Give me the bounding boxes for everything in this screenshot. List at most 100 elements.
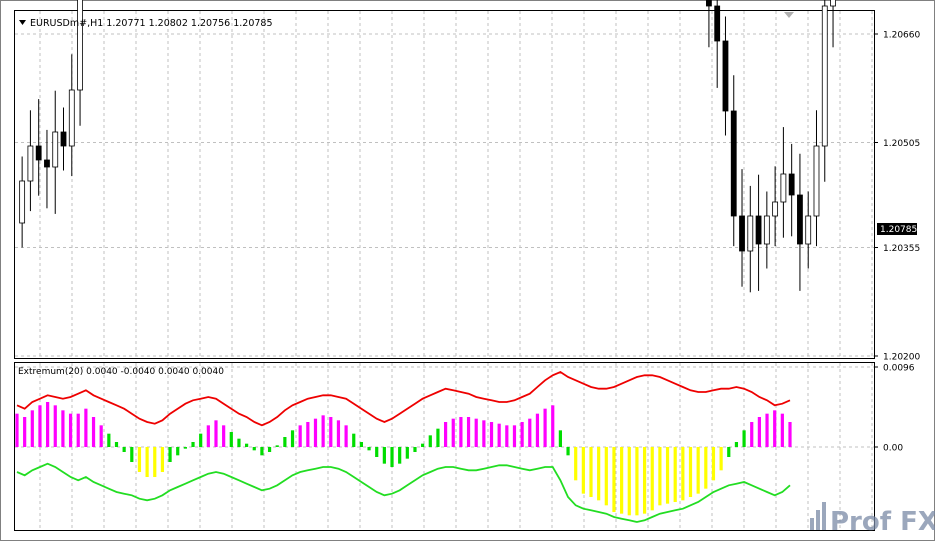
candle-body <box>706 0 712 7</box>
histogram-bar <box>275 445 279 447</box>
histogram-bar <box>620 447 624 514</box>
histogram-bar <box>267 447 272 452</box>
histogram-bar <box>206 425 210 447</box>
candle-body <box>830 0 836 7</box>
candle-body <box>788 173 795 196</box>
chart-shift-icon[interactable] <box>784 12 794 18</box>
histogram-bar <box>344 425 348 447</box>
histogram-bar <box>375 447 379 457</box>
histogram-bar <box>107 433 111 447</box>
histogram-bar <box>313 418 318 447</box>
histogram-bar <box>61 410 65 447</box>
chart-menu-icon[interactable] <box>19 20 26 25</box>
histogram-bar <box>53 405 57 447</box>
histogram-bar <box>719 447 723 471</box>
histogram-bar <box>535 413 540 447</box>
histogram-bar <box>367 447 371 451</box>
histogram-bar <box>436 428 440 447</box>
indicator-axis: 0.0096 0.00 <box>874 364 915 454</box>
histogram-bar <box>137 447 142 472</box>
candle-body <box>52 131 59 168</box>
histogram-bar <box>421 443 425 447</box>
histogram-bar <box>191 442 195 447</box>
candle-body <box>763 215 770 245</box>
candle-body <box>730 110 737 217</box>
histogram-bar <box>734 442 739 447</box>
histogram-bar <box>99 425 103 447</box>
histogram-bar <box>642 447 647 514</box>
watermark-bar-2 <box>816 510 820 530</box>
histogram-bar <box>512 425 517 447</box>
histogram-bar <box>581 447 585 494</box>
watermark-logo: Prof FX <box>810 502 935 537</box>
histogram-bar <box>283 437 287 447</box>
ind-tick-label: 0.00 <box>883 444 903 454</box>
price-tick-label: 1.20505 <box>883 139 920 149</box>
histogram-bar <box>15 413 19 447</box>
candle-body <box>805 215 812 245</box>
current-price-tag <box>877 223 917 235</box>
watermark-text: Prof FX <box>830 507 935 537</box>
histogram-bar <box>321 415 325 447</box>
candle-body <box>755 215 762 245</box>
candle-body <box>44 159 50 168</box>
histogram-bar <box>566 447 570 456</box>
histogram-bar <box>122 447 126 452</box>
histogram-bar <box>681 447 685 501</box>
histogram-bar <box>673 447 677 502</box>
histogram-bar <box>688 447 693 497</box>
candle-body <box>739 215 745 252</box>
histogram-bar <box>428 435 432 447</box>
histogram-bar <box>84 408 88 447</box>
histogram-bar <box>780 413 784 447</box>
histogram-bar <box>359 442 364 447</box>
indicator-histogram <box>15 402 792 516</box>
histogram-bar <box>482 420 486 447</box>
candle-body <box>27 145 34 182</box>
histogram-bar <box>597 447 601 501</box>
histogram-bar <box>145 447 149 477</box>
histogram-bar <box>528 418 532 447</box>
candle-body <box>813 145 820 217</box>
candlesticks <box>19 0 836 293</box>
histogram-bar <box>290 430 295 447</box>
histogram-bar <box>612 447 616 512</box>
histogram-bar <box>658 447 662 506</box>
histogram-bar <box>574 447 578 481</box>
histogram-bar <box>38 405 42 447</box>
main-chart-panel[interactable] <box>14 10 875 359</box>
histogram-bar <box>443 422 448 447</box>
histogram-bar <box>551 405 555 447</box>
histogram-bar <box>489 422 494 447</box>
histogram-bar <box>650 447 654 511</box>
histogram-bar <box>742 430 746 447</box>
candle-body <box>780 173 787 203</box>
histogram-bar <box>252 447 256 451</box>
candle-body <box>722 40 729 112</box>
candle-body <box>35 145 42 161</box>
histogram-bar <box>382 447 386 464</box>
histogram-bar <box>390 447 394 467</box>
histogram-bar <box>153 447 157 477</box>
histogram-bar <box>68 413 73 447</box>
histogram-bar <box>237 438 241 447</box>
histogram-bar <box>497 423 501 447</box>
main-chart-header: EURUSDm#,H1 1.20771 1.20802 1.20756 1.20… <box>30 18 273 29</box>
histogram-bar <box>199 433 203 447</box>
histogram-bar <box>727 447 731 457</box>
histogram-bar <box>604 447 608 506</box>
histogram-bar <box>696 447 700 494</box>
candle-body <box>797 194 803 245</box>
histogram-bar <box>405 447 409 459</box>
histogram-bar <box>214 420 218 447</box>
histogram-bar <box>627 447 631 516</box>
histogram-bar <box>245 443 249 447</box>
candle-body <box>19 180 26 224</box>
histogram-bar <box>558 430 562 447</box>
histogram-bar <box>160 447 165 472</box>
lower-extremum-line <box>16 462 791 523</box>
histogram-bar <box>23 417 27 447</box>
price-tick-label: 1.20355 <box>883 244 920 254</box>
indicator-grid <box>15 363 874 530</box>
